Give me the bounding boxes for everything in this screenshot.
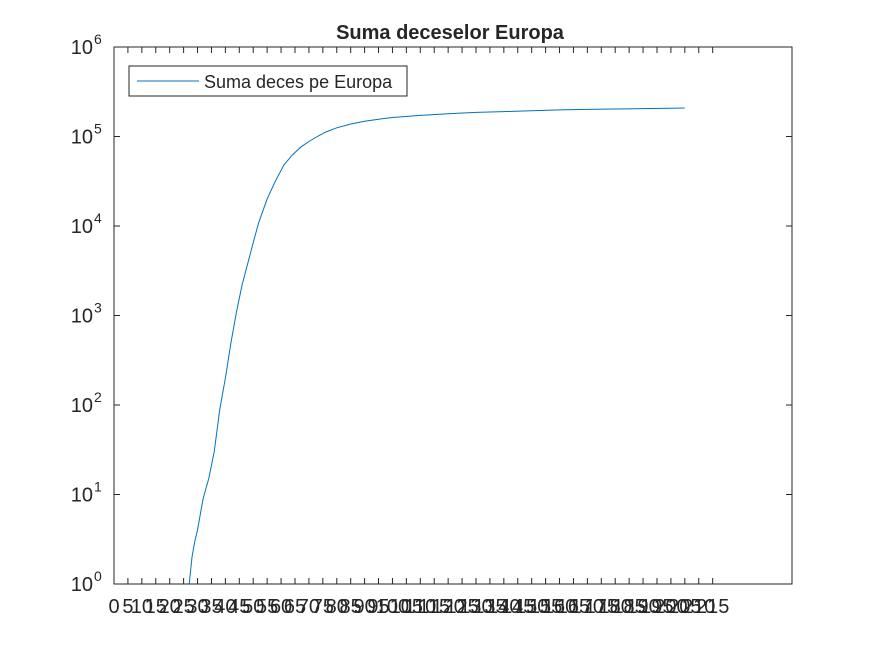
y-tick-exponent: 5 [94,121,102,137]
y-tick-label: 10 [71,127,93,149]
legend: Suma deces pe Europa [128,65,408,97]
x-tick-label: 30 [186,596,208,618]
chart-title: Suma deceselor Europa [336,22,565,44]
x-tick-label: 85 [340,596,362,618]
x-tick-label: 20 [159,596,181,618]
x-tick-label: 140 [487,596,520,618]
y-tick-exponent: 3 [94,300,102,316]
x-tick-label: 180 [599,596,632,618]
x-tick-label: 185 [612,596,645,618]
y-tick-label: 10 [71,37,93,59]
y-tick-label: 10 [71,306,93,328]
x-tick-label: 115 [418,596,450,618]
x-tick-label: 40 [214,596,236,618]
y-tick-exponent: 6 [94,31,102,47]
axes-box [113,46,793,585]
legend-label: Suma deces pe Europa [204,72,393,92]
x-tick-label: 125 [445,596,478,618]
x-tick-label: 0 [108,596,119,618]
y-tick-base: 10 [71,37,93,59]
x-tick-label: 200 [654,596,687,618]
x-tick-label: 120 [431,596,464,618]
y-tick-base: 10 [71,574,93,596]
y-tick-base: 10 [71,306,93,328]
y-tick-base: 10 [71,127,93,149]
x-tick-label: 215 [696,596,729,618]
x-tick-label: 150 [515,596,548,618]
x-tick-label: 195 [640,596,673,618]
x-tick-label: 65 [284,596,306,618]
x-tick-label: 170 [571,596,604,618]
x-tick-label: 5 [122,596,133,618]
x-tick-label: 80 [326,596,348,618]
y-tick-label: 10 [71,485,93,507]
x-tick-label: 10 [131,596,153,618]
x-tick-label: 190 [626,596,659,618]
y-tick-base: 10 [71,485,93,507]
series-line [188,107,685,585]
y-tick-label: 10 [71,574,93,596]
y-tick-label: 10 [71,395,93,417]
x-tick-label: 105 [390,596,423,618]
x-axis-ticks: 0 510152025303540455055606570758085909510… [108,47,729,618]
y-tick-base: 10 [71,395,93,417]
x-tick-label: 95 [367,596,389,618]
x-tick-label: 55 [256,596,278,618]
x-tick-label: 210 [682,596,715,618]
x-tick-label: 135 [473,596,506,618]
x-tick-label: 70 [298,596,320,618]
x-tick-label: 90 [353,596,375,618]
x-tick-label: 175 [585,596,618,618]
y-tick-label: 10 [71,216,93,238]
x-tick-label: 145 [501,596,534,618]
y-tick-exponent: 1 [94,479,102,495]
x-tick-label: 165 [557,596,590,618]
x-tick-label: 130 [459,596,492,618]
x-tick-label: 75 [312,596,334,618]
x-tick-label: 15 [145,596,167,618]
x-tick-label: 110 [404,596,436,618]
x-tick-label: 100 [376,596,409,618]
x-tick-label: 45 [228,596,250,618]
x-tick-label: 50 [242,596,264,618]
y-tick-exponent: 4 [94,210,102,226]
y-tick-exponent: 2 [94,389,102,405]
y-tick-base: 10 [71,216,93,238]
x-tick-label: 25 [172,596,194,618]
x-tick-label: 205 [668,596,701,618]
plot-area [188,107,685,585]
y-tick-exponent: 0 [94,568,102,584]
x-tick-label: 160 [543,596,576,618]
x-tick-label: 60 [270,596,292,618]
x-tick-label: 35 [200,596,222,618]
x-tick-label: 155 [529,596,562,618]
